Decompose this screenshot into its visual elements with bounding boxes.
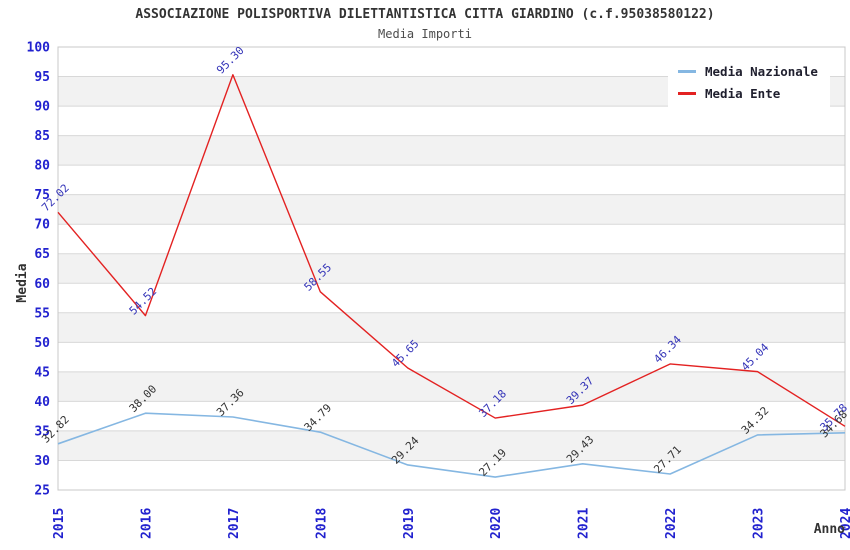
y-axis-ticks: 100 95 90 85 80 75 70 65 60 55 50 45 40 35 30 25 [27,41,51,499]
y-tick-label: 55 [34,306,50,321]
y-tick-label: 30 [34,454,50,469]
y-tick-label: 90 [34,100,50,115]
y-tick-label: 100 [27,41,51,56]
plot-band [58,165,845,195]
chart-subtitle: Media Importi [378,27,472,41]
x-tick-label: 2018 [314,508,329,539]
x-axis-ticks: 2015 2016 2017 2018 2019 2020 2021 2022 2023 2024 [52,508,850,539]
chart-title: ASSOCIAZIONE POLISPORTIVA DILETTANTISTIC… [135,7,715,22]
x-axis-title: Anno [814,522,845,537]
plot-band [58,460,845,490]
legend: Media Nazionale Media Ente [668,57,830,108]
x-tick-label: 2016 [139,508,154,539]
legend-item: Media Ente [678,86,818,101]
x-tick-label: 2021 [577,508,592,539]
plot-bands [58,47,845,490]
x-tick-label: 2015 [52,508,67,539]
y-tick-label: 65 [34,247,50,262]
plot-band [58,342,845,372]
plot-band [58,194,845,225]
plot-band [58,401,845,431]
plot-band [58,224,845,254]
legend-label: Media Ente [705,86,781,101]
series-line-media-ente [57,74,846,427]
y-axis-title: Media [15,263,30,302]
series-lines [57,74,846,478]
y-tick-label: 75 [34,188,50,203]
x-tick-label: 2020 [489,508,504,539]
y-tick-label: 95 [34,70,50,85]
legend-label: Media Nazionale [705,64,818,79]
plot-band [58,312,845,343]
legend-item: Media Nazionale [678,64,818,79]
legend-swatch-icon [678,70,696,73]
series-line-media-nazionale [57,412,846,478]
y-tick-label: 45 [34,365,50,380]
plot-band [58,371,845,402]
y-tick-label: 80 [34,159,50,174]
y-tick-label: 85 [34,129,50,144]
x-tick-label: 2022 [664,508,679,539]
x-tick-label: 2024 [839,508,850,539]
y-tick-label: 35 [34,424,50,439]
plot-band [58,253,845,284]
y-tick-label: 70 [34,218,50,233]
x-tick-label: 2017 [227,508,242,539]
y-tick-label: 60 [34,277,50,292]
plot-band [58,430,845,461]
x-tick-label: 2023 [752,508,767,539]
plot-band [58,106,845,136]
plot-band [58,283,845,313]
x-tick-label: 2019 [402,508,417,539]
y-tick-label: 50 [34,336,50,351]
plot-band [58,135,845,166]
y-tick-label: 40 [34,395,50,410]
y-tick-label: 25 [34,484,50,499]
legend-swatch-icon [678,92,696,95]
plot-border [57,46,846,491]
